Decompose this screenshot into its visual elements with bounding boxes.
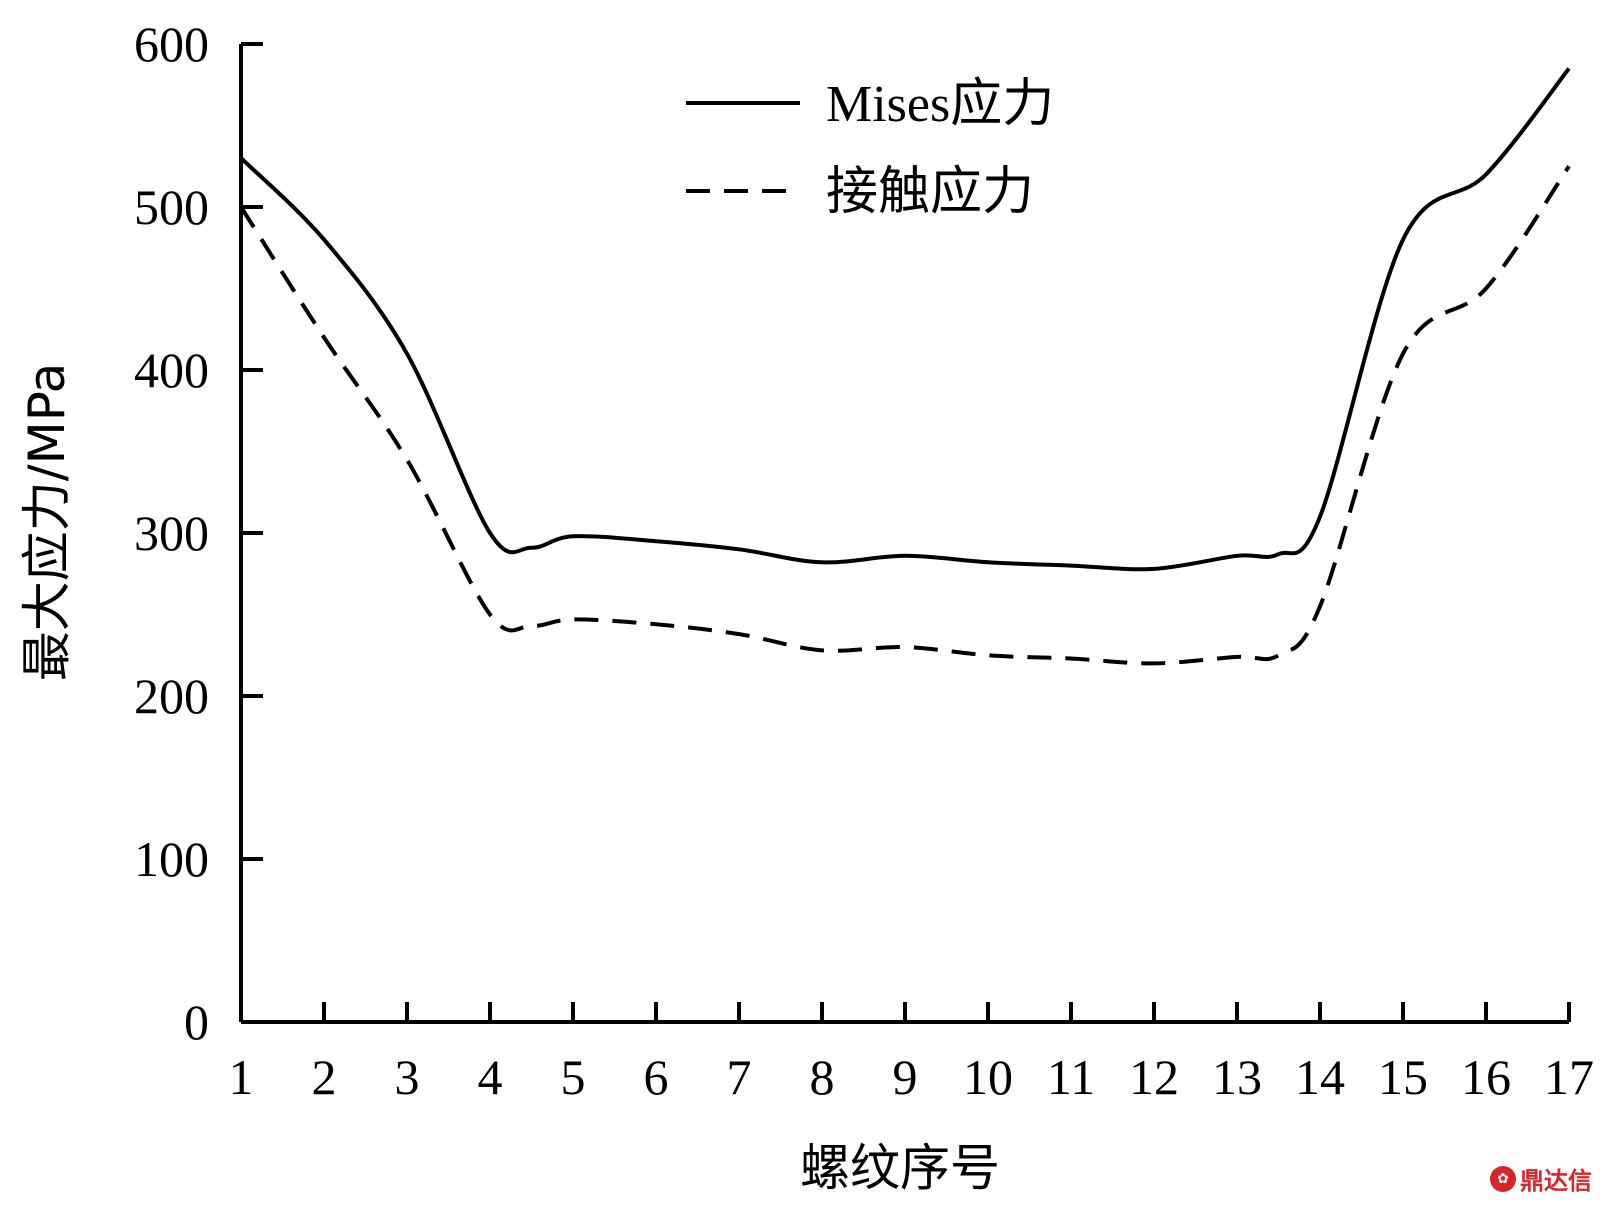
x-tick-label: 17: [1544, 1049, 1594, 1105]
dingdaxin-logo-icon: ✿: [1490, 1165, 1516, 1192]
x-tick-label: 6: [644, 1049, 669, 1105]
x-tick-label: 2: [312, 1049, 337, 1105]
y-axis-title: 最大应力/MPa: [18, 363, 76, 682]
y-tick-label: 400: [134, 342, 209, 398]
watermark: ✿ 鼎达信: [1490, 1161, 1592, 1196]
legend-label: Mises应力: [826, 76, 1054, 133]
x-tick-label: 11: [1047, 1049, 1095, 1105]
watermark-text: 鼎达信: [1520, 1167, 1592, 1195]
x-tick-label: 1: [229, 1049, 254, 1105]
y-axis-ticks: 0 100 200 300 400 500 600: [134, 16, 263, 1050]
y-tick-label: 100: [134, 831, 209, 887]
x-tick-label: 10: [963, 1049, 1013, 1105]
x-tick-label: 16: [1461, 1049, 1511, 1105]
y-tick-label: 500: [134, 179, 209, 235]
x-tick-label: 5: [561, 1049, 586, 1105]
y-tick-label: 600: [134, 16, 209, 72]
x-tick-label: 4: [478, 1049, 503, 1105]
x-tick-label: 9: [893, 1049, 918, 1105]
x-tick-label: 14: [1295, 1049, 1345, 1105]
legend-label: 接触应力: [826, 164, 1034, 221]
y-tick-label: 300: [134, 505, 209, 561]
x-tick-label: 7: [727, 1049, 752, 1105]
x-axis-ticks: 1 2 3 4 5 6 7 8 9 10 11 12 13 14 15 16 17: [229, 1002, 1594, 1105]
y-tick-label: 200: [134, 668, 209, 724]
x-tick-label: 3: [395, 1049, 420, 1105]
series-line-mises: [239, 67, 1571, 572]
x-axis-title: 螺纹序号: [800, 1139, 1000, 1197]
x-tick-label: 13: [1212, 1049, 1262, 1105]
x-tick-label: 15: [1378, 1049, 1428, 1105]
x-tick-label: 8: [810, 1049, 835, 1105]
y-tick-label: 0: [184, 994, 209, 1050]
x-tick-label: 12: [1129, 1049, 1179, 1105]
series-line-contact: [239, 165, 1571, 666]
series-lines: [239, 67, 1571, 666]
